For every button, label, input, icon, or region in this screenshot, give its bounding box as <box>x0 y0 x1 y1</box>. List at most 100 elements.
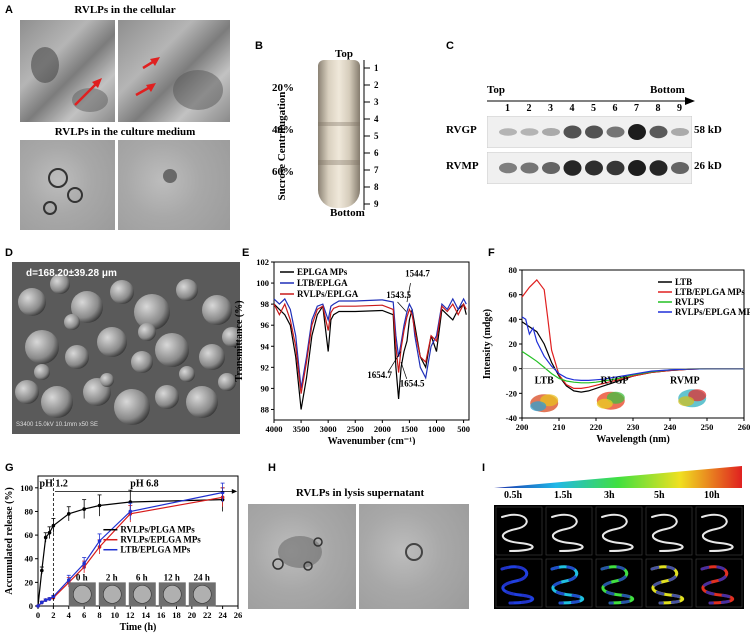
y-tick-label: -40 <box>506 413 517 423</box>
blot-row-size-rvgp: 58 kD <box>694 124 722 136</box>
panel-label-f: F <box>488 247 495 259</box>
panel-label-h: H <box>268 462 276 474</box>
blot-band <box>585 160 603 176</box>
blot-band <box>542 162 560 174</box>
x-tick-label: 22 <box>203 610 212 620</box>
data-point <box>128 509 133 514</box>
x-tick-label: 220 <box>590 422 603 432</box>
x-tick-label: 26 <box>234 610 243 620</box>
chart-cd-spectra: 200 210 220 230 240 250 260 -40 -20 0 20 40 60 80 Wave… <box>482 265 750 445</box>
microsphere <box>176 279 198 301</box>
intestine-trace-overlay <box>600 565 634 605</box>
em-image-medium-2 <box>118 140 230 230</box>
panel-label-d: D <box>5 247 13 259</box>
y-tick-label: 102 <box>256 257 269 267</box>
series-line <box>273 302 467 394</box>
inset-microsphere <box>162 585 182 604</box>
x-tick-label: 20 <box>188 610 197 620</box>
intestine-trace <box>651 513 684 552</box>
x-tick-label: 500 <box>457 424 470 434</box>
data-point <box>36 604 40 608</box>
blot-band <box>499 162 517 174</box>
x-tick-label: 240 <box>664 422 677 432</box>
tube-bottom-label: Bottom <box>330 207 365 219</box>
blot-band <box>563 160 582 176</box>
percent-20: 20% <box>272 82 294 94</box>
protein-ribbon <box>530 401 547 412</box>
inset-time-label: 24 h <box>194 572 210 582</box>
blot-row-label-rvgp: RVGP <box>446 124 477 136</box>
panel-label-e: E <box>242 247 250 259</box>
lane-number: 2 <box>526 103 532 114</box>
microsphere <box>179 366 195 382</box>
legend-entry: LTB <box>675 277 692 287</box>
microsphere <box>71 291 103 323</box>
x-tick-label: 14 <box>141 610 150 620</box>
y-tick-label: 92 <box>261 362 270 372</box>
data-point <box>43 535 48 540</box>
x-axis-label: Time (h) <box>120 622 157 633</box>
y-tick-label: 0 <box>513 364 517 374</box>
y-tick-label: 60 <box>25 530 34 540</box>
chart-ftir: 4000 3500 3000 2500 2000 1500 1000 500 88 90 92 94 9… <box>234 257 470 445</box>
microsphere <box>222 327 240 347</box>
y-tick-label: 88 <box>261 404 270 414</box>
data-point <box>97 503 102 508</box>
protein-ribbon <box>606 391 625 404</box>
em-image-medium-1 <box>20 140 115 230</box>
percent-40: 40% <box>272 124 294 136</box>
x-tick-label: 3000 <box>320 424 337 434</box>
lane-number: 7 <box>634 103 639 114</box>
fraction-label: 5 <box>374 131 379 141</box>
x-tick-label: 210 <box>553 422 566 432</box>
series-line <box>273 297 467 389</box>
lane-number: 1 <box>505 103 510 114</box>
y-tick-label: 60 <box>509 290 518 300</box>
microsphere <box>100 373 114 387</box>
phase-arrow-head <box>231 489 238 494</box>
inset-time-label: 6 h <box>136 572 148 582</box>
data-point <box>66 512 71 516</box>
time-gradient-wedge <box>494 466 742 488</box>
x-tick-label: 24 <box>218 610 227 620</box>
x-tick-label: 6 <box>82 610 86 620</box>
inset-time-label: 2 h <box>106 572 118 582</box>
intestine-trace-overlay <box>500 565 534 605</box>
y-tick-label: 0 <box>29 601 33 611</box>
structure-label: RVMP <box>670 375 700 386</box>
inset-microsphere <box>192 585 212 604</box>
microsphere <box>155 385 179 409</box>
blot-band <box>520 128 539 136</box>
y-axis-label: Intensity (mdge) <box>482 309 493 379</box>
blot-row-label-rvmp: RVMP <box>446 160 479 172</box>
lane-number: 8 <box>655 103 661 114</box>
panel-label-g: G <box>5 462 14 474</box>
data-point <box>97 539 102 543</box>
y-tick-label: -20 <box>506 388 517 398</box>
phase-label: pH 1.2 <box>40 479 68 490</box>
legend-entry: LTB/EPLGA MPs <box>675 287 745 297</box>
intestine-trace-overlay <box>550 565 584 605</box>
em-image-cellular-2 <box>118 20 230 122</box>
fraction-scale: 1 2 3 4 5 6 7 8 9 <box>363 60 379 210</box>
lane-number: 4 <box>569 103 575 114</box>
y-tick-label: 80 <box>509 265 518 275</box>
chart-release: 0 2 4 6 8 10 12 14 16 18 20 22 24 26020406080100Time … <box>4 475 243 633</box>
fraction-label: 4 <box>374 114 379 124</box>
x-tick-label: 4 <box>67 610 72 620</box>
imaging-grid <box>494 505 744 609</box>
legend-entry: LTB/EPLGA MPs <box>120 545 190 555</box>
y-tick-label: 40 <box>25 554 34 564</box>
legend-entry: RVLPs/PLGA MPs <box>120 525 195 535</box>
y-tick-label: 80 <box>25 506 34 516</box>
microsphere <box>110 280 134 304</box>
sem-image: d=168.20±39.28 μm S3400 15.0kV 10.1mm x5… <box>12 262 240 434</box>
x-tick-label: 18 <box>172 610 181 620</box>
inset-microsphere <box>72 585 92 604</box>
x-tick-label: 2 <box>51 610 55 620</box>
microsphere <box>64 314 80 330</box>
protein-ribbon <box>688 389 707 402</box>
em-image-cellular-1 <box>20 20 115 122</box>
sem-footer: S3400 15.0kV 10.1mm x50 SE <box>16 422 99 428</box>
structure-label: RVGP <box>601 375 629 386</box>
